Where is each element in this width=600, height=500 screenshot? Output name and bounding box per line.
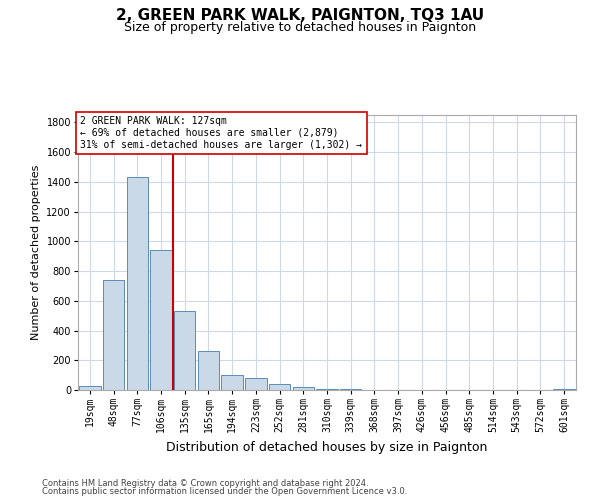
Bar: [316, 388, 338, 390]
Bar: [269, 384, 290, 390]
Bar: [174, 311, 196, 390]
Bar: [127, 178, 148, 390]
Bar: [103, 280, 124, 390]
Text: 2 GREEN PARK WALK: 127sqm
← 69% of detached houses are smaller (2,879)
31% of se: 2 GREEN PARK WALK: 127sqm ← 69% of detac…: [80, 116, 362, 150]
Bar: [245, 378, 266, 390]
Bar: [198, 350, 219, 390]
Bar: [79, 386, 101, 390]
X-axis label: Distribution of detached houses by size in Paignton: Distribution of detached houses by size …: [166, 440, 488, 454]
Y-axis label: Number of detached properties: Number of detached properties: [31, 165, 41, 340]
Bar: [293, 386, 314, 390]
Bar: [221, 375, 243, 390]
Text: 2, GREEN PARK WALK, PAIGNTON, TQ3 1AU: 2, GREEN PARK WALK, PAIGNTON, TQ3 1AU: [116, 8, 484, 22]
Text: Contains public sector information licensed under the Open Government Licence v3: Contains public sector information licen…: [42, 487, 407, 496]
Text: Size of property relative to detached houses in Paignton: Size of property relative to detached ho…: [124, 21, 476, 34]
Bar: [151, 250, 172, 390]
Text: Contains HM Land Registry data © Crown copyright and database right 2024.: Contains HM Land Registry data © Crown c…: [42, 478, 368, 488]
